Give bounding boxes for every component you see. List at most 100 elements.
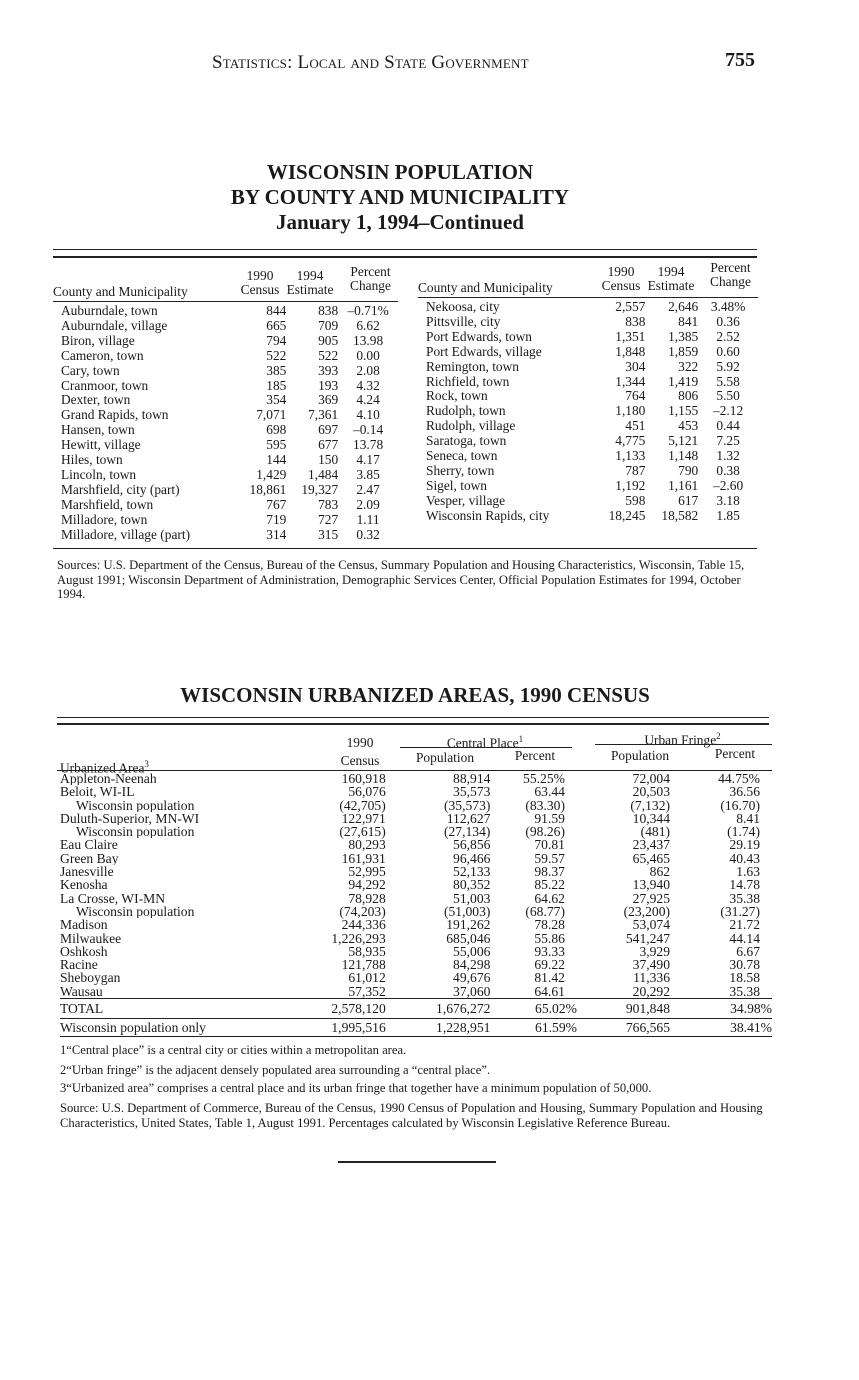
cell-name: Milladore, village (part)	[61, 527, 191, 542]
col-header-name: County and Municipality	[418, 280, 553, 295]
cell-fringe-population: 65,465	[632, 850, 671, 866]
cell-change: 13.98	[353, 332, 384, 348]
table2-rows-table: Appleton-Neenah 160,918 88,914 55.25% 72,004…	[60, 771, 772, 1038]
cell-name: Wisconsin population only	[60, 1018, 283, 1038]
col-header-urban-fringe: Urban Fringe2	[644, 731, 721, 748]
cell-central-percent: 69.22	[534, 957, 565, 973]
cell-change: –2.12	[713, 403, 744, 419]
cell-census: 354	[266, 392, 287, 408]
table1-title-line3: January 1, 1994–Continued	[276, 210, 524, 234]
table2-source: Source: U.S. Department of Commerce, Bur…	[60, 1101, 763, 1130]
cell-census: 58,935	[348, 943, 386, 959]
cell-estimate: 806	[678, 388, 699, 404]
cell-change: –0.14	[353, 422, 384, 438]
cell-census: 78,928	[348, 890, 386, 906]
cell-change: 0.36	[716, 313, 740, 329]
cell-name: Duluth-Superior, MN-WI	[60, 811, 200, 826]
footnote-3: 3“Urbanized area” comprises a central pl…	[60, 1081, 652, 1095]
cell-census: 1,192	[615, 477, 646, 493]
cell-name: Sherry, town	[426, 463, 495, 478]
cell-census: 160,918	[341, 771, 386, 786]
cell-estimate: 18,582	[661, 507, 699, 523]
cell-census: 522	[266, 347, 287, 363]
cell-name: Wisconsin population	[76, 825, 195, 839]
cell-census: 2,578,120	[282, 998, 386, 1020]
cell-central-population: 1,228,951	[385, 1018, 491, 1038]
cell-name: Sheboygan	[60, 971, 121, 985]
cell-census: 598	[625, 492, 646, 508]
cell-change: 4.17	[356, 452, 380, 468]
cell-census: 844	[266, 303, 287, 318]
cell-name: Wisconsin population	[76, 798, 195, 812]
col-header-fringe-population: Population	[610, 748, 670, 763]
cell-name: Cranmoor, town	[61, 378, 149, 393]
cell-name: Seneca, town	[426, 449, 498, 464]
col-header-urbanized-area: Urbanized Area3	[60, 759, 149, 776]
cell-fringe-percent: 6.67	[736, 943, 760, 959]
running-header: Statistics: Local and State Government	[212, 52, 529, 73]
cell-change: 2.52	[716, 328, 740, 344]
cell-census: 2,557	[615, 299, 646, 314]
cell-change: 4.24	[356, 392, 380, 408]
end-rule	[338, 1161, 496, 1163]
cell-name: Port Edwards, village	[426, 344, 542, 359]
cell-census: 595	[266, 437, 287, 453]
cell-change: 3.85	[356, 466, 380, 482]
table-row: Sherry, town 787 790 0.38	[418, 463, 758, 479]
cell-census: 121,788	[341, 957, 386, 973]
table1-sources: Sources: U.S. Department of the Census, …	[57, 558, 745, 601]
cell-central-percent: (98.26)	[525, 824, 565, 840]
cell-census: 52,995	[348, 864, 386, 880]
cell-fringe-population: 10,344	[632, 810, 671, 826]
cell-name: Hiles, town	[61, 453, 123, 468]
table-row: Wisconsin population (42,705) (35,573) (83.…	[60, 797, 772, 813]
cell-census: 122,971	[341, 810, 386, 826]
table-row: Saratoga, town 4,775 5,121 7.25	[418, 433, 758, 449]
table-row: Appleton-Neenah 160,918 88,914 55.25% 72,004…	[60, 771, 772, 786]
cell-census: 80,293	[348, 837, 386, 853]
cell-central-percent: 98.37	[534, 864, 565, 880]
cell-name: Hewitt, village	[61, 438, 141, 453]
table-row: Auburndale, village 665 709 6.62	[53, 318, 398, 334]
cell-name: Eau Claire	[60, 838, 118, 852]
rule	[53, 301, 398, 302]
cell-name: Pittsville, city	[426, 314, 501, 329]
cell-census: 304	[625, 358, 646, 374]
cell-census: 1,995,516	[282, 1018, 386, 1038]
cell-change: 3.18	[716, 492, 740, 508]
cell-census: 61,012	[348, 970, 386, 986]
cell-fringe-percent: 36.56	[729, 784, 760, 800]
cell-name: Biron, village	[61, 333, 135, 348]
cell-fringe-percent: (16.70)	[720, 797, 760, 813]
cell-name: Wisconsin Rapids, city	[426, 508, 550, 523]
cell-change: 5.92	[716, 358, 740, 374]
cell-change: 1.85	[716, 507, 740, 523]
cell-census: 838	[625, 313, 646, 329]
cell-fringe-percent: (31.27)	[720, 903, 760, 919]
cell-name: Madison	[60, 918, 108, 932]
cell-census: 1,226,293	[331, 930, 386, 946]
cell-estimate: 697	[318, 422, 339, 438]
cell-name: Grand Rapids, town	[61, 408, 169, 423]
total-row: TOTAL 2,578,120 1,676,272 65.02% 901,848 34.9…	[60, 998, 772, 1020]
cell-central-percent: 85.22	[534, 877, 565, 893]
table-row: Marshfield, city (part) 18,861 19,327 2.47	[53, 482, 398, 498]
cell-name: Lincoln, town	[61, 467, 137, 482]
cell-central-percent: 55.86	[534, 930, 565, 946]
cell-name: Cameron, town	[61, 348, 144, 363]
cell-fringe-percent: 1.63	[736, 864, 760, 880]
cell-name: Milladore, town	[61, 512, 148, 527]
cell-estimate: 150	[318, 452, 339, 468]
cell-fringe-population: 3,929	[639, 943, 671, 959]
cell-central-population: 55,006	[453, 943, 491, 959]
cell-census: 314	[266, 526, 287, 542]
cell-fringe-population: 13,940	[632, 877, 671, 893]
table-row: Milwaukee 1,226,293 685,046 55.86 541,247 44.…	[60, 930, 772, 946]
cell-census: 4,775	[615, 433, 646, 449]
cell-central-percent: 81.42	[534, 970, 565, 986]
col-header-central-place: Central Place1	[446, 734, 524, 751]
table-row: Duluth-Superior, MN-WI 122,971 112,627 91.5…	[60, 810, 772, 826]
cell-estimate: 5,121	[668, 433, 699, 449]
cell-name: Oshkosh	[60, 944, 108, 959]
